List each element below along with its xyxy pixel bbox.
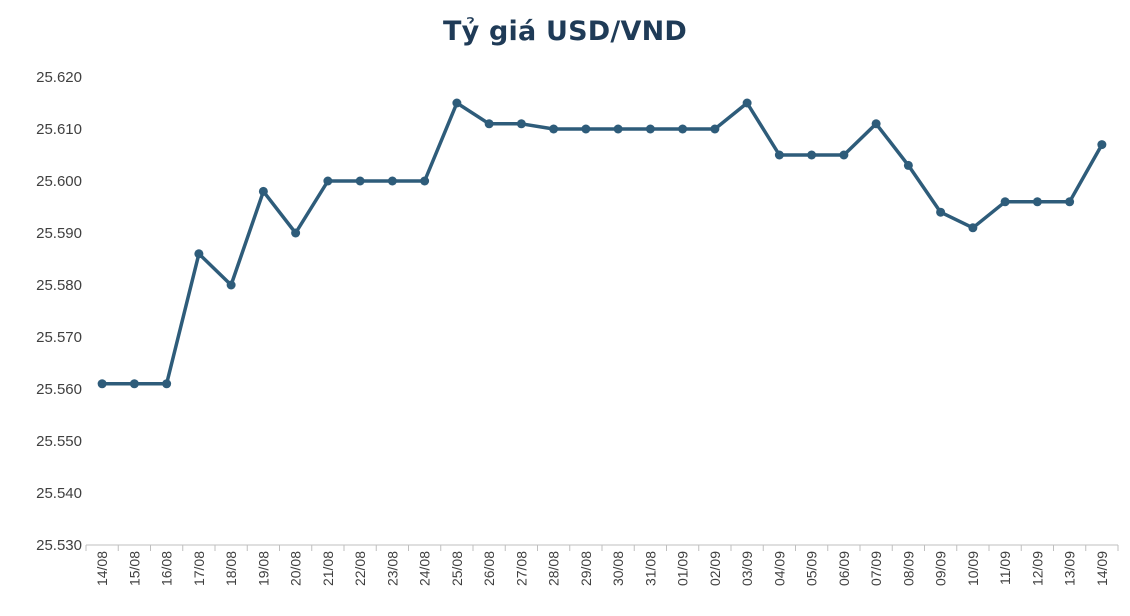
data-point: [323, 176, 333, 186]
data-point: [839, 150, 849, 160]
data-point: [484, 119, 494, 129]
x-tick-label: 17/08: [191, 551, 207, 586]
data-point: [452, 98, 462, 108]
y-tick-label: 25.590: [36, 225, 82, 242]
x-tick-label: 16/08: [159, 551, 175, 586]
data-point: [774, 150, 784, 160]
x-tick-label: 26/08: [481, 551, 497, 586]
series-line: [100, 101, 1104, 386]
y-tick-label: 25.580: [36, 277, 82, 294]
x-tick-label: 28/08: [546, 551, 562, 586]
x-tick-label: 27/08: [513, 551, 529, 586]
x-tick-label: 01/09: [675, 551, 691, 586]
data-point: [936, 207, 946, 217]
data-point: [549, 124, 559, 134]
x-axis: [85, 544, 1119, 551]
data-point: [1032, 197, 1042, 207]
x-tick-label: 08/09: [900, 551, 916, 586]
data-point: [258, 186, 268, 196]
data-point: [129, 379, 139, 389]
data-point: [871, 119, 881, 129]
data-point: [1065, 197, 1075, 207]
x-tick-label: 18/08: [223, 551, 239, 586]
y-tick-label: 25.570: [36, 329, 82, 346]
data-point: [1000, 197, 1010, 207]
x-tick-label: 14/08: [94, 551, 110, 586]
data-point: [613, 124, 623, 134]
chart-title: Tỷ giá USD/VND: [443, 16, 687, 47]
y-tick-label: 25.600: [36, 173, 82, 190]
y-tick-label: 25.560: [36, 381, 82, 398]
data-point: [291, 228, 301, 238]
data-point: [903, 160, 913, 170]
data-point: [97, 379, 107, 389]
y-tick-label: 25.550: [36, 433, 82, 450]
data-point: [516, 119, 526, 129]
x-tick-label: 12/09: [1029, 551, 1045, 586]
x-tick-label: 02/09: [707, 551, 723, 586]
y-tick-label: 25.620: [36, 69, 82, 86]
x-tick-label: 13/09: [1062, 551, 1078, 586]
data-point: [968, 223, 978, 233]
x-tick-label: 21/08: [320, 551, 336, 586]
x-tick-label: 30/08: [610, 551, 626, 586]
data-point: [387, 176, 397, 186]
y-tick-label: 25.530: [36, 537, 82, 554]
x-tick-label: 07/09: [868, 551, 884, 586]
x-tick-label: 11/09: [997, 551, 1013, 585]
data-point: [1097, 140, 1107, 150]
x-tick-label: 23/08: [384, 551, 400, 586]
data-point: [678, 124, 688, 134]
x-tick-label: 04/09: [771, 551, 787, 586]
data-point: [581, 124, 591, 134]
x-tick-label: 15/08: [126, 551, 142, 586]
x-tick-label: 14/09: [1094, 551, 1110, 586]
data-point: [355, 176, 365, 186]
x-tick-label: 06/09: [836, 551, 852, 586]
x-tick-label: 09/09: [933, 551, 949, 586]
data-point: [420, 176, 430, 186]
y-tick-label: 25.540: [36, 485, 82, 502]
y-axis-ticks: 25.530 25.540 25.550 25.560 25.570 25.580 25.5…: [36, 69, 82, 554]
data-point: [226, 280, 236, 290]
x-tick-label: 31/08: [642, 551, 658, 586]
data-point: [742, 98, 752, 108]
x-tick-label: 10/09: [965, 551, 981, 586]
data-point: [807, 150, 817, 160]
x-tick-label: 03/09: [739, 551, 755, 586]
x-tick-label: 24/08: [417, 551, 433, 586]
x-tick-label: 19/08: [255, 551, 271, 586]
y-tick-label: 25.610: [36, 121, 82, 138]
x-axis-ticks: 14/08 15/08 16/08 17/08 18/08 19/08 20/08 21/08…: [94, 551, 1110, 586]
x-tick-label: 05/09: [804, 551, 820, 586]
x-tick-label: 22/08: [352, 551, 368, 586]
data-point: [645, 124, 655, 134]
data-point: [710, 124, 720, 134]
x-tick-label: 29/08: [578, 551, 594, 586]
x-tick-label: 25/08: [449, 551, 465, 586]
series-group: [97, 98, 1107, 389]
x-tick-label: 20/08: [288, 551, 304, 586]
data-point: [162, 379, 172, 389]
data-point: [194, 249, 204, 259]
